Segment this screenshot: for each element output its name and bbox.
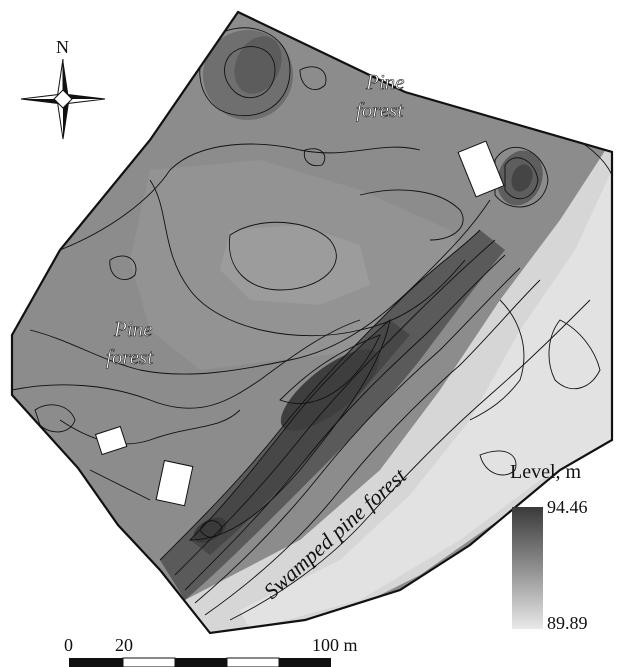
- legend-max-value: 94.46: [547, 497, 588, 517]
- scale-bar: [69, 657, 331, 667]
- excluded-plot-s: [155, 459, 194, 507]
- north-label: N: [56, 37, 69, 57]
- legend-title: Level, m: [510, 461, 582, 483]
- scale-label-20: 20: [115, 635, 133, 655]
- label-pine-forest-ne-line1: Pine: [365, 70, 404, 94]
- excluded-plot-ne: [457, 140, 505, 198]
- legend-color-ramp: [512, 507, 543, 629]
- label-pine-forest-w-line1: Pine: [113, 317, 152, 341]
- compass-rose-icon: N: [20, 37, 106, 140]
- excluded-plot-w: [94, 425, 128, 456]
- scale-label-0: 0: [64, 635, 73, 655]
- survey-boundary: [10, 10, 614, 635]
- legend-min-value: 89.89: [547, 613, 588, 633]
- label-pine-forest-ne-line2: forest: [356, 98, 404, 122]
- scale-label-100m: 100 m: [312, 635, 358, 655]
- label-pine-forest-w-line2: forest: [106, 345, 154, 369]
